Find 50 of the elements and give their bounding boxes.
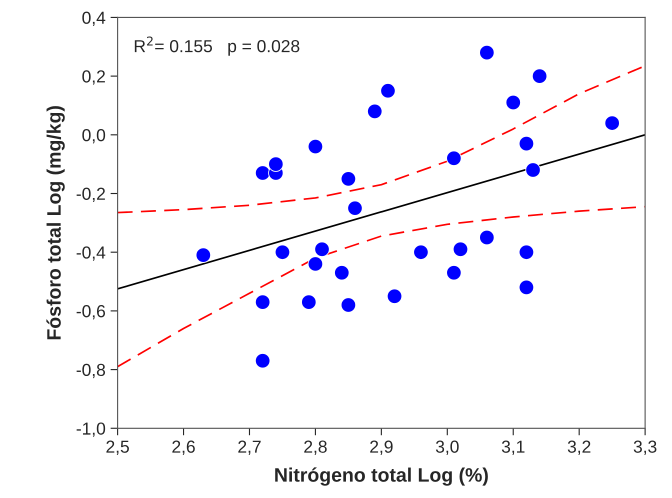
y-tick-label: -0,8 [76, 364, 106, 378]
point [452, 242, 468, 257]
y-tick-label: 0,4 [82, 12, 106, 26]
point [274, 244, 290, 260]
x-tick-label: 2,7 [238, 440, 261, 455]
x-tick-label: 2,8 [304, 440, 327, 455]
x-axis-title: Nitrógeno total Log (%) [275, 467, 488, 486]
point [446, 150, 462, 166]
point [254, 165, 270, 181]
point [525, 162, 541, 178]
point [367, 104, 382, 120]
point [340, 297, 356, 313]
point [518, 280, 534, 296]
point [314, 242, 330, 257]
point [380, 83, 396, 98]
y-tick-label: -0,6 [76, 305, 106, 320]
y-tick-label: 0,0 [82, 128, 106, 144]
x-tick-label: 3,0 [436, 440, 459, 455]
point [604, 115, 620, 131]
point [196, 247, 212, 263]
point [254, 294, 270, 310]
x-tick-label: 3,1 [502, 440, 524, 455]
point [518, 136, 534, 152]
point [347, 200, 363, 216]
y-tick-label: 0,2 [82, 70, 105, 85]
y-tick-label: -0,2 [76, 188, 105, 202]
point [386, 288, 402, 304]
point [340, 171, 356, 187]
point [308, 256, 324, 272]
x-tick-label: 2,6 [172, 440, 195, 455]
x-tick-label: 3,2 [568, 440, 590, 455]
point [518, 244, 534, 260]
point [479, 230, 495, 246]
point [301, 294, 317, 310]
y-tick-label: -0,4 [76, 246, 106, 261]
point [308, 138, 324, 154]
point [506, 94, 521, 110]
point [479, 44, 495, 60]
point [334, 265, 350, 280]
x-tick-label: 2,9 [370, 440, 393, 455]
point [254, 353, 270, 368]
y-axis-title: Fósforo total Log (mg/kg) [46, 106, 65, 340]
point [532, 68, 548, 84]
y-tick-label: -1,0 [76, 422, 106, 437]
point [446, 265, 462, 280]
x-tick-label: 3,3 [634, 440, 656, 455]
point [268, 156, 284, 172]
point [413, 244, 429, 260]
x-tick-label: 2,5 [106, 440, 129, 455]
annotation: R$^{2}$= 0.155 p = 0.028 [134, 36, 300, 56]
